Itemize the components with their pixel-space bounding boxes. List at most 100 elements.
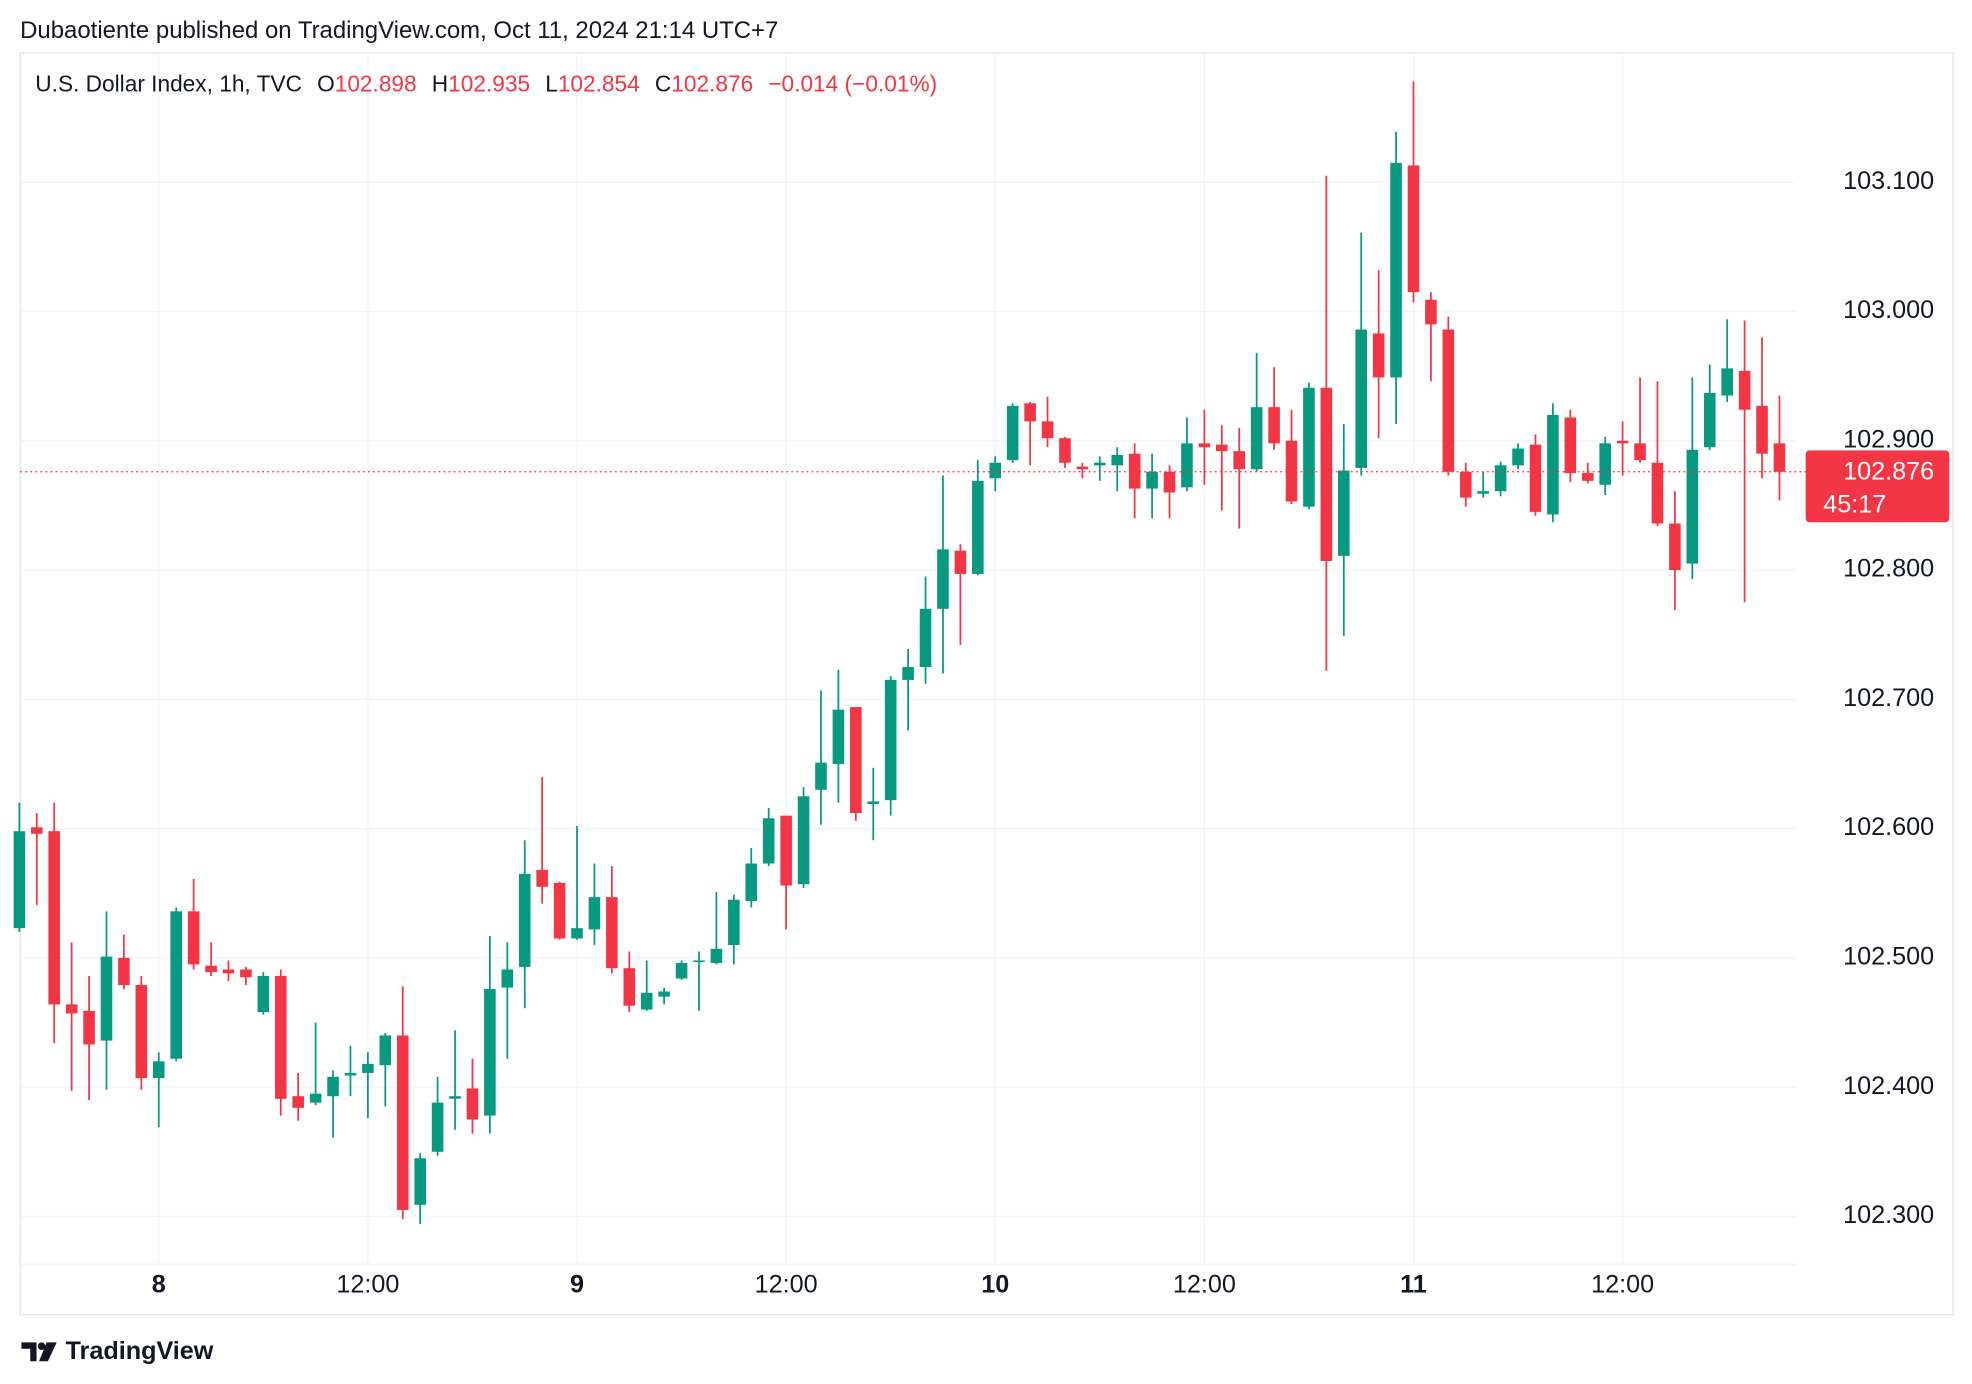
- candle-body: [1512, 448, 1524, 466]
- candle-body: [1233, 451, 1246, 470]
- logo-dot: [37, 1342, 46, 1350]
- candle-body: [1703, 392, 1716, 448]
- x-tick-label: 12:00: [1173, 1270, 1236, 1298]
- y-tick-label: 102.800: [1843, 555, 1934, 583]
- candle-body: [484, 988, 496, 1116]
- candle-body: [1181, 443, 1193, 488]
- candle-body: [1250, 407, 1263, 470]
- candle-body: [396, 1035, 409, 1210]
- candle-body: [972, 480, 984, 574]
- x-tick-label: 10: [981, 1270, 1009, 1298]
- candle-body: [710, 948, 723, 964]
- candle-body: [1547, 414, 1559, 515]
- legend-change: −0.014 (−0.01%): [768, 71, 937, 97]
- candle-body: [745, 863, 758, 901]
- candle-body: [606, 897, 618, 969]
- footer-logo-text: TradingView: [66, 1337, 214, 1365]
- candle-body: [449, 1096, 461, 1099]
- x-tick-label: 8: [152, 1270, 166, 1298]
- ohlc-key: L: [545, 71, 558, 97]
- candle-body: [571, 928, 583, 939]
- x-tick-label: 12:00: [336, 1270, 399, 1298]
- ohlc-key: H: [432, 71, 448, 97]
- candle-body: [640, 992, 653, 1010]
- candle-body: [1198, 443, 1211, 448]
- candle-body: [222, 969, 235, 974]
- candle-body: [1268, 407, 1280, 444]
- candle-body: [1564, 417, 1577, 474]
- candle-body: [728, 899, 740, 945]
- candle-body: [1686, 449, 1699, 564]
- y-tick-label: 103.100: [1843, 167, 1934, 195]
- last-price-box: [1805, 450, 1950, 523]
- candle-body: [815, 762, 827, 790]
- candle-body: [1581, 473, 1594, 481]
- candle-body: [832, 709, 845, 764]
- candle-body: [501, 969, 514, 988]
- candle-body: [1616, 440, 1629, 444]
- ohlc-key: O: [317, 71, 335, 97]
- candle-body: [100, 956, 113, 1041]
- candle-body: [1128, 453, 1141, 489]
- candle-body: [1006, 405, 1019, 461]
- candle-body: [414, 1158, 426, 1205]
- candle-body: [1355, 329, 1368, 468]
- candle-body: [780, 815, 792, 886]
- ohlc-value: 102.935: [448, 71, 530, 97]
- candle-body: [989, 462, 1002, 479]
- last-price-label: 102.876: [1843, 458, 1934, 486]
- candle-body: [1738, 370, 1751, 410]
- ohlc-key: C: [655, 71, 671, 97]
- candle-body: [1163, 471, 1176, 493]
- publish-header: Dubaotiente published on TradingView.com…: [20, 17, 778, 44]
- candle-body: [762, 818, 775, 864]
- candle-body: [919, 608, 932, 668]
- candle-body: [48, 831, 61, 1005]
- candle-body: [1651, 462, 1664, 524]
- candle-body: [1773, 443, 1786, 472]
- legend: U.S. Dollar Index, 1h, TVC O102.898 H102.9…: [35, 71, 937, 97]
- x-tick-label: 9: [570, 1270, 584, 1298]
- y-tick-label: 102.400: [1843, 1072, 1934, 1100]
- candle-body: [1477, 491, 1489, 494]
- candle-body: [309, 1093, 322, 1103]
- candle-body: [867, 801, 880, 805]
- candle-body: [884, 679, 897, 801]
- candle-body: [850, 707, 862, 814]
- candle-body: [274, 975, 287, 1099]
- candle-body: [937, 549, 949, 609]
- candle-body: [1111, 454, 1124, 466]
- logo-mark: [39, 1342, 57, 1362]
- candle-body: [379, 1035, 392, 1066]
- logo-mark: [21, 1342, 37, 1362]
- tradingview-logo: [21, 1342, 57, 1362]
- candle-body: [431, 1102, 444, 1152]
- candle-body: [1041, 421, 1054, 439]
- candle-body: [1634, 443, 1646, 461]
- candle-body: [205, 965, 217, 973]
- candle-body: [327, 1076, 339, 1097]
- ohlc-value: 102.898: [335, 71, 417, 97]
- candle-body: [1094, 462, 1106, 466]
- candle-body: [1146, 471, 1158, 489]
- candle-body: [65, 1004, 78, 1014]
- candle-body: [536, 869, 548, 887]
- candle-body: [30, 827, 43, 834]
- candle-body: [1285, 440, 1298, 502]
- x-tick-label: 12:00: [755, 1270, 818, 1298]
- candle-body: [1721, 368, 1733, 396]
- candle-body: [1390, 162, 1402, 378]
- candle-body: [1303, 387, 1315, 507]
- countdown-label: 45:17: [1823, 490, 1886, 518]
- chart-frame: [19, 52, 1954, 1316]
- candle-body: [187, 911, 200, 965]
- candle-body: [152, 1061, 165, 1079]
- candle-body: [466, 1088, 479, 1120]
- candle-body: [1337, 470, 1350, 556]
- candle-body: [1407, 165, 1420, 293]
- y-tick-label: 102.700: [1843, 684, 1934, 712]
- candle-body: [13, 831, 26, 929]
- candle-body: [902, 667, 914, 680]
